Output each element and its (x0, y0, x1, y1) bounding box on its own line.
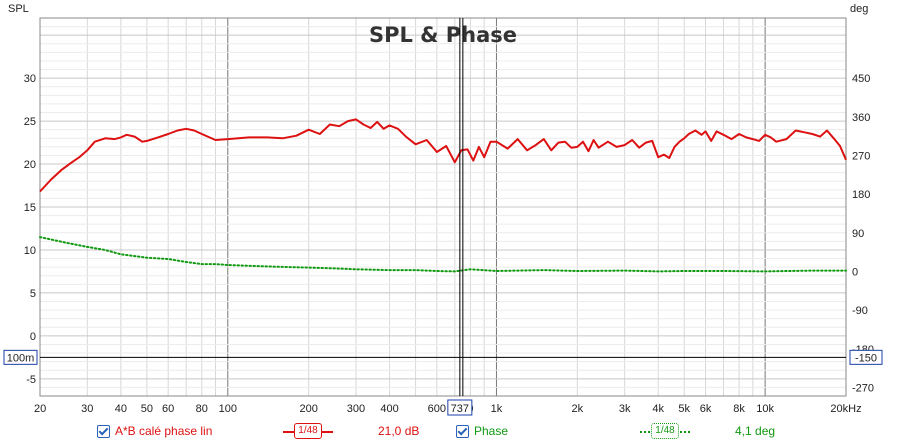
legend-phase[interactable]: Phase (456, 424, 508, 438)
cursor-left-box (3, 349, 38, 365)
cursor-x-value: 737 (451, 403, 469, 415)
cursor-right-box (849, 349, 883, 365)
x-tick-label: 50 (141, 403, 153, 415)
phase-readout: 4,1 deg (735, 424, 776, 438)
left-axis-label: SPL (8, 3, 29, 15)
right-tick-label: 450 (852, 73, 870, 85)
x-tick-label: 10k (756, 403, 774, 415)
plot-frame (39, 17, 847, 397)
phase-checkbox[interactable] (456, 424, 469, 438)
spl-curve (39, 118, 847, 193)
x-tick-label: 200 (299, 403, 317, 415)
spl-checkbox[interactable] (97, 424, 110, 438)
x-tick-label: 20 (34, 403, 46, 415)
left-tick-label: -5 (26, 374, 36, 386)
right-tick-label: -270 (852, 382, 874, 394)
x-tick-label: 100 (219, 403, 237, 415)
x-tick-label: 40 (115, 403, 127, 415)
cursor-x-box (447, 399, 473, 416)
left-tick-label: 30 (24, 73, 36, 85)
x-tick-label: 400 (380, 403, 398, 415)
series-layer (39, 118, 847, 273)
x-tick-label: 4k (652, 403, 664, 415)
left-tick-label: 10 (24, 245, 36, 257)
phase-curve (39, 236, 847, 273)
cursor-right-value: -150 (855, 352, 877, 364)
left-tick-label: 5 (30, 288, 36, 300)
right-tick-label: 180 (852, 189, 870, 201)
x-tick-label: 20kHz (830, 403, 861, 415)
right-tick-label: 0 (852, 266, 858, 278)
x-tick-label: 600 (428, 403, 446, 415)
phase-smoothing-selector[interactable]: 1/48 (640, 423, 690, 439)
x-tick-label: 8k (733, 403, 745, 415)
left-tick-label: 25 (24, 116, 36, 128)
x-tick-label: 5k (678, 403, 690, 415)
chart-title: SPL & Phase (369, 23, 517, 47)
x-tick-label: 30 (81, 403, 93, 415)
x-tick-label: 1k (491, 403, 503, 415)
right-axis-label: deg (850, 3, 868, 15)
x-tick-label: 300 (347, 403, 365, 415)
legend-bar: A*B calé phase lin 1/48 21,0 dB Phase 1/… (0, 422, 900, 446)
left-tick-label: 0 (30, 331, 36, 343)
x-axis-ticks: 20304050608010020030040060001k2k3k4k5k6k… (34, 403, 862, 415)
spl-smoothing-value: 1/48 (294, 423, 322, 439)
x-tick-label: 6k (700, 403, 712, 415)
left-tick-label: 20 (24, 159, 36, 171)
phase-smoothing-value: 1/48 (651, 423, 679, 439)
x-tick-label: 80 (196, 403, 208, 415)
right-tick-label: 360 (852, 112, 870, 124)
spl-legend-label: A*B calé phase lin (115, 424, 213, 438)
chart-grid (39, 17, 847, 397)
left-tick-label: 15 (24, 202, 36, 214)
right-tick-label: 90 (852, 228, 864, 240)
left-axis-ticks: -5 0 5 10 15 20 25 30 (24, 73, 36, 386)
x-tick-label: 2k (572, 403, 584, 415)
legend-spl[interactable]: A*B calé phase lin (97, 424, 212, 438)
x-tick-label: 60 (162, 403, 174, 415)
right-tick-label: 270 (852, 150, 870, 162)
spl-readout: 21,0 dB (378, 424, 420, 438)
cursor-left-value: 100m (7, 352, 35, 364)
cursor-layer[interactable]: 100m -150 737 (3, 18, 883, 416)
spl-phase-chart[interactable]: SPL deg SPL & Phase -5 0 5 10 15 20 25 30 -270 -… (0, 0, 900, 420)
x-tick-label: 3k (619, 403, 631, 415)
phase-legend-label: Phase (474, 424, 509, 438)
spl-smoothing-selector[interactable]: 1/48 (283, 423, 333, 439)
right-tick-label: -90 (852, 305, 868, 317)
